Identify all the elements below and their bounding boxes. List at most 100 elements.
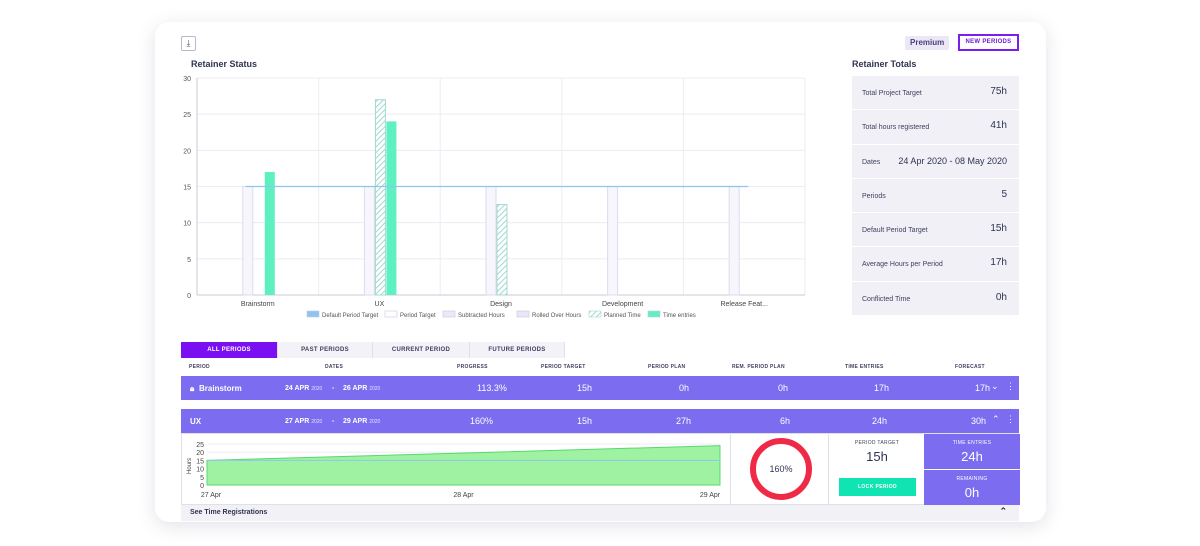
col-period-target: PERIOD TARGET <box>541 364 586 370</box>
legend-swatch <box>516 310 530 318</box>
tab-current-period[interactable]: CURRENT PERIOD <box>373 342 470 358</box>
entries-value: 24h <box>872 416 888 426</box>
totals-label: Dates <box>862 158 881 166</box>
totals-value: 15h <box>990 223 1007 235</box>
col-forecast: FORECAST <box>955 364 985 370</box>
x-tick-label: Brainstorm <box>241 301 275 308</box>
y-tick-label: 0 <box>200 483 204 490</box>
start-year: 2020 <box>311 386 323 392</box>
more-vertical-icon[interactable]: ⋮ <box>1006 414 1015 424</box>
see-time-registrations[interactable]: See Time Registrations ⌃ <box>181 505 1019 521</box>
period-detail-panel: 25 20 15 10 5 0 Hours 27 Apr 28 Apr 29 Apr 160% P… <box>181 433 1020 505</box>
totals-row: Average Hours per Period 17h <box>852 247 1019 282</box>
y-tick-label: 5 <box>200 475 204 482</box>
y-axis-label: Hours <box>187 458 193 474</box>
target-value: 15h <box>577 416 593 426</box>
legend-swatch <box>384 310 398 318</box>
bar-period-target <box>607 186 619 296</box>
lock-period-button[interactable]: LOCK PERIOD <box>839 478 916 496</box>
period-name: Brainstorm <box>199 384 242 393</box>
start-year: 2020 <box>311 419 323 425</box>
remaining-value: 0h <box>964 485 980 500</box>
time-entries-value: 24h <box>961 449 983 464</box>
totals-value: 5 <box>1001 188 1007 200</box>
end-year: 2020 <box>369 419 381 425</box>
chevron-up-icon[interactable]: ⌃ <box>999 506 1007 516</box>
progress-value: 160% <box>470 416 494 426</box>
y-tick-label: 5 <box>187 257 191 264</box>
totals-row: Total hours registered 41h <box>852 110 1019 145</box>
period-target-value: 15h <box>866 449 888 464</box>
x-tick-label: Development <box>602 301 643 308</box>
forecast-value: 30h <box>971 416 987 426</box>
legend-swatch <box>647 310 661 318</box>
totals-row: Total Project Target 75h <box>852 76 1019 111</box>
y-tick-label: 10 <box>196 467 204 474</box>
bar-period-target <box>728 186 740 296</box>
col-period-plan: PERIOD PLAN <box>648 364 686 370</box>
period-tabs: ALL PERIODS PAST PERIODS CURRENT PERIOD … <box>181 342 565 358</box>
bar-time-entries <box>264 172 275 295</box>
new-periods-button[interactable]: NEW PERIODS <box>958 34 1019 51</box>
time-entries-box: TIME ENTRIES 24h <box>924 434 1020 469</box>
y-tick-label: 15 <box>196 458 204 465</box>
rem-plan-value: 0h <box>778 383 789 393</box>
period-row-ux[interactable]: UX 27 APR 2020 - 29 APR 2020 160% 15h 27… <box>181 409 1019 433</box>
legend-label: Planned Time <box>604 313 641 319</box>
more-vertical-icon[interactable]: ⋮ <box>1006 381 1015 391</box>
chevron-up-icon[interactable]: ⌃ <box>992 414 1000 424</box>
x-tick-label: 27 Apr <box>201 492 222 499</box>
legend-swatch <box>442 310 456 318</box>
bar-period-target <box>242 186 254 296</box>
retainer-status-chart: 0 5 10 15 20 25 30 Brainstorm UX Design Developmen… <box>183 76 806 319</box>
chevron-down-icon[interactable]: ⌄ <box>991 381 999 391</box>
period-row-brainstorm[interactable]: 🔒︎ Brainstorm 24 APR 2020 - 26 APR 2020 … <box>181 376 1019 400</box>
legend-swatch <box>306 310 320 318</box>
totals-label: Total Project Target <box>862 90 922 97</box>
legend-label: Default Period Target <box>322 313 379 319</box>
col-time-entries: TIME ENTRIES <box>845 364 884 370</box>
totals-value: 17h <box>990 257 1007 269</box>
totals-label: Conflicted Time <box>862 295 911 303</box>
entries-value: 17h <box>874 383 890 393</box>
y-tick-label: 20 <box>183 148 191 155</box>
period-target-box: PERIOD TARGET 15h <box>830 434 924 469</box>
totals-label: Default Period Target <box>862 227 928 235</box>
legend-label: Subtracted Hours <box>458 313 505 319</box>
end-year: 2020 <box>369 386 381 392</box>
time-entries-label: TIME ENTRIES <box>952 440 992 446</box>
bar-period-target <box>485 186 497 296</box>
y-tick-label: 15 <box>183 185 191 192</box>
divider <box>730 434 731 504</box>
tab-all-periods[interactable]: ALL PERIODS <box>181 342 278 358</box>
x-tick-label: 28 Apr <box>453 492 474 499</box>
status-title: Retainer Status <box>191 59 258 69</box>
plan-value: 27h <box>676 416 692 426</box>
bar-time-entries <box>386 121 397 296</box>
period-name: UX <box>190 417 202 426</box>
legend-label: Period Target <box>400 313 436 319</box>
y-tick-label: 0 <box>187 293 191 300</box>
bar-period-target <box>363 186 375 296</box>
start-date: 24 APR <box>285 385 310 392</box>
lock-icon: 🔒︎ <box>190 384 195 393</box>
x-tick-label: 29 Apr <box>700 492 721 499</box>
download-icon[interactable]: ⤓ <box>181 36 196 51</box>
x-tick-label: Release Feat... <box>720 301 768 308</box>
tab-future-periods[interactable]: FUTURE PERIODS <box>470 342 565 358</box>
totals-value: 41h <box>990 120 1007 132</box>
entries-area <box>206 445 721 486</box>
tab-past-periods[interactable]: PAST PERIODS <box>278 342 373 358</box>
end-date: 26 APR <box>343 385 368 392</box>
date-separator: - <box>332 418 335 425</box>
totals-value: 24 Apr 2020 - 08 May 2020 <box>898 155 1007 166</box>
premium-badge: Premium <box>905 36 950 50</box>
x-tick-label: UX <box>375 301 385 308</box>
totals-title: Retainer Totals <box>852 59 917 69</box>
remaining-label: REMAINING <box>956 476 988 482</box>
totals-value: 0h <box>995 291 1007 303</box>
totals-row: Dates 24 Apr 2020 - 08 May 2020 <box>852 144 1019 179</box>
progress-ring: 160% <box>750 438 812 500</box>
date-separator: - <box>332 385 335 392</box>
